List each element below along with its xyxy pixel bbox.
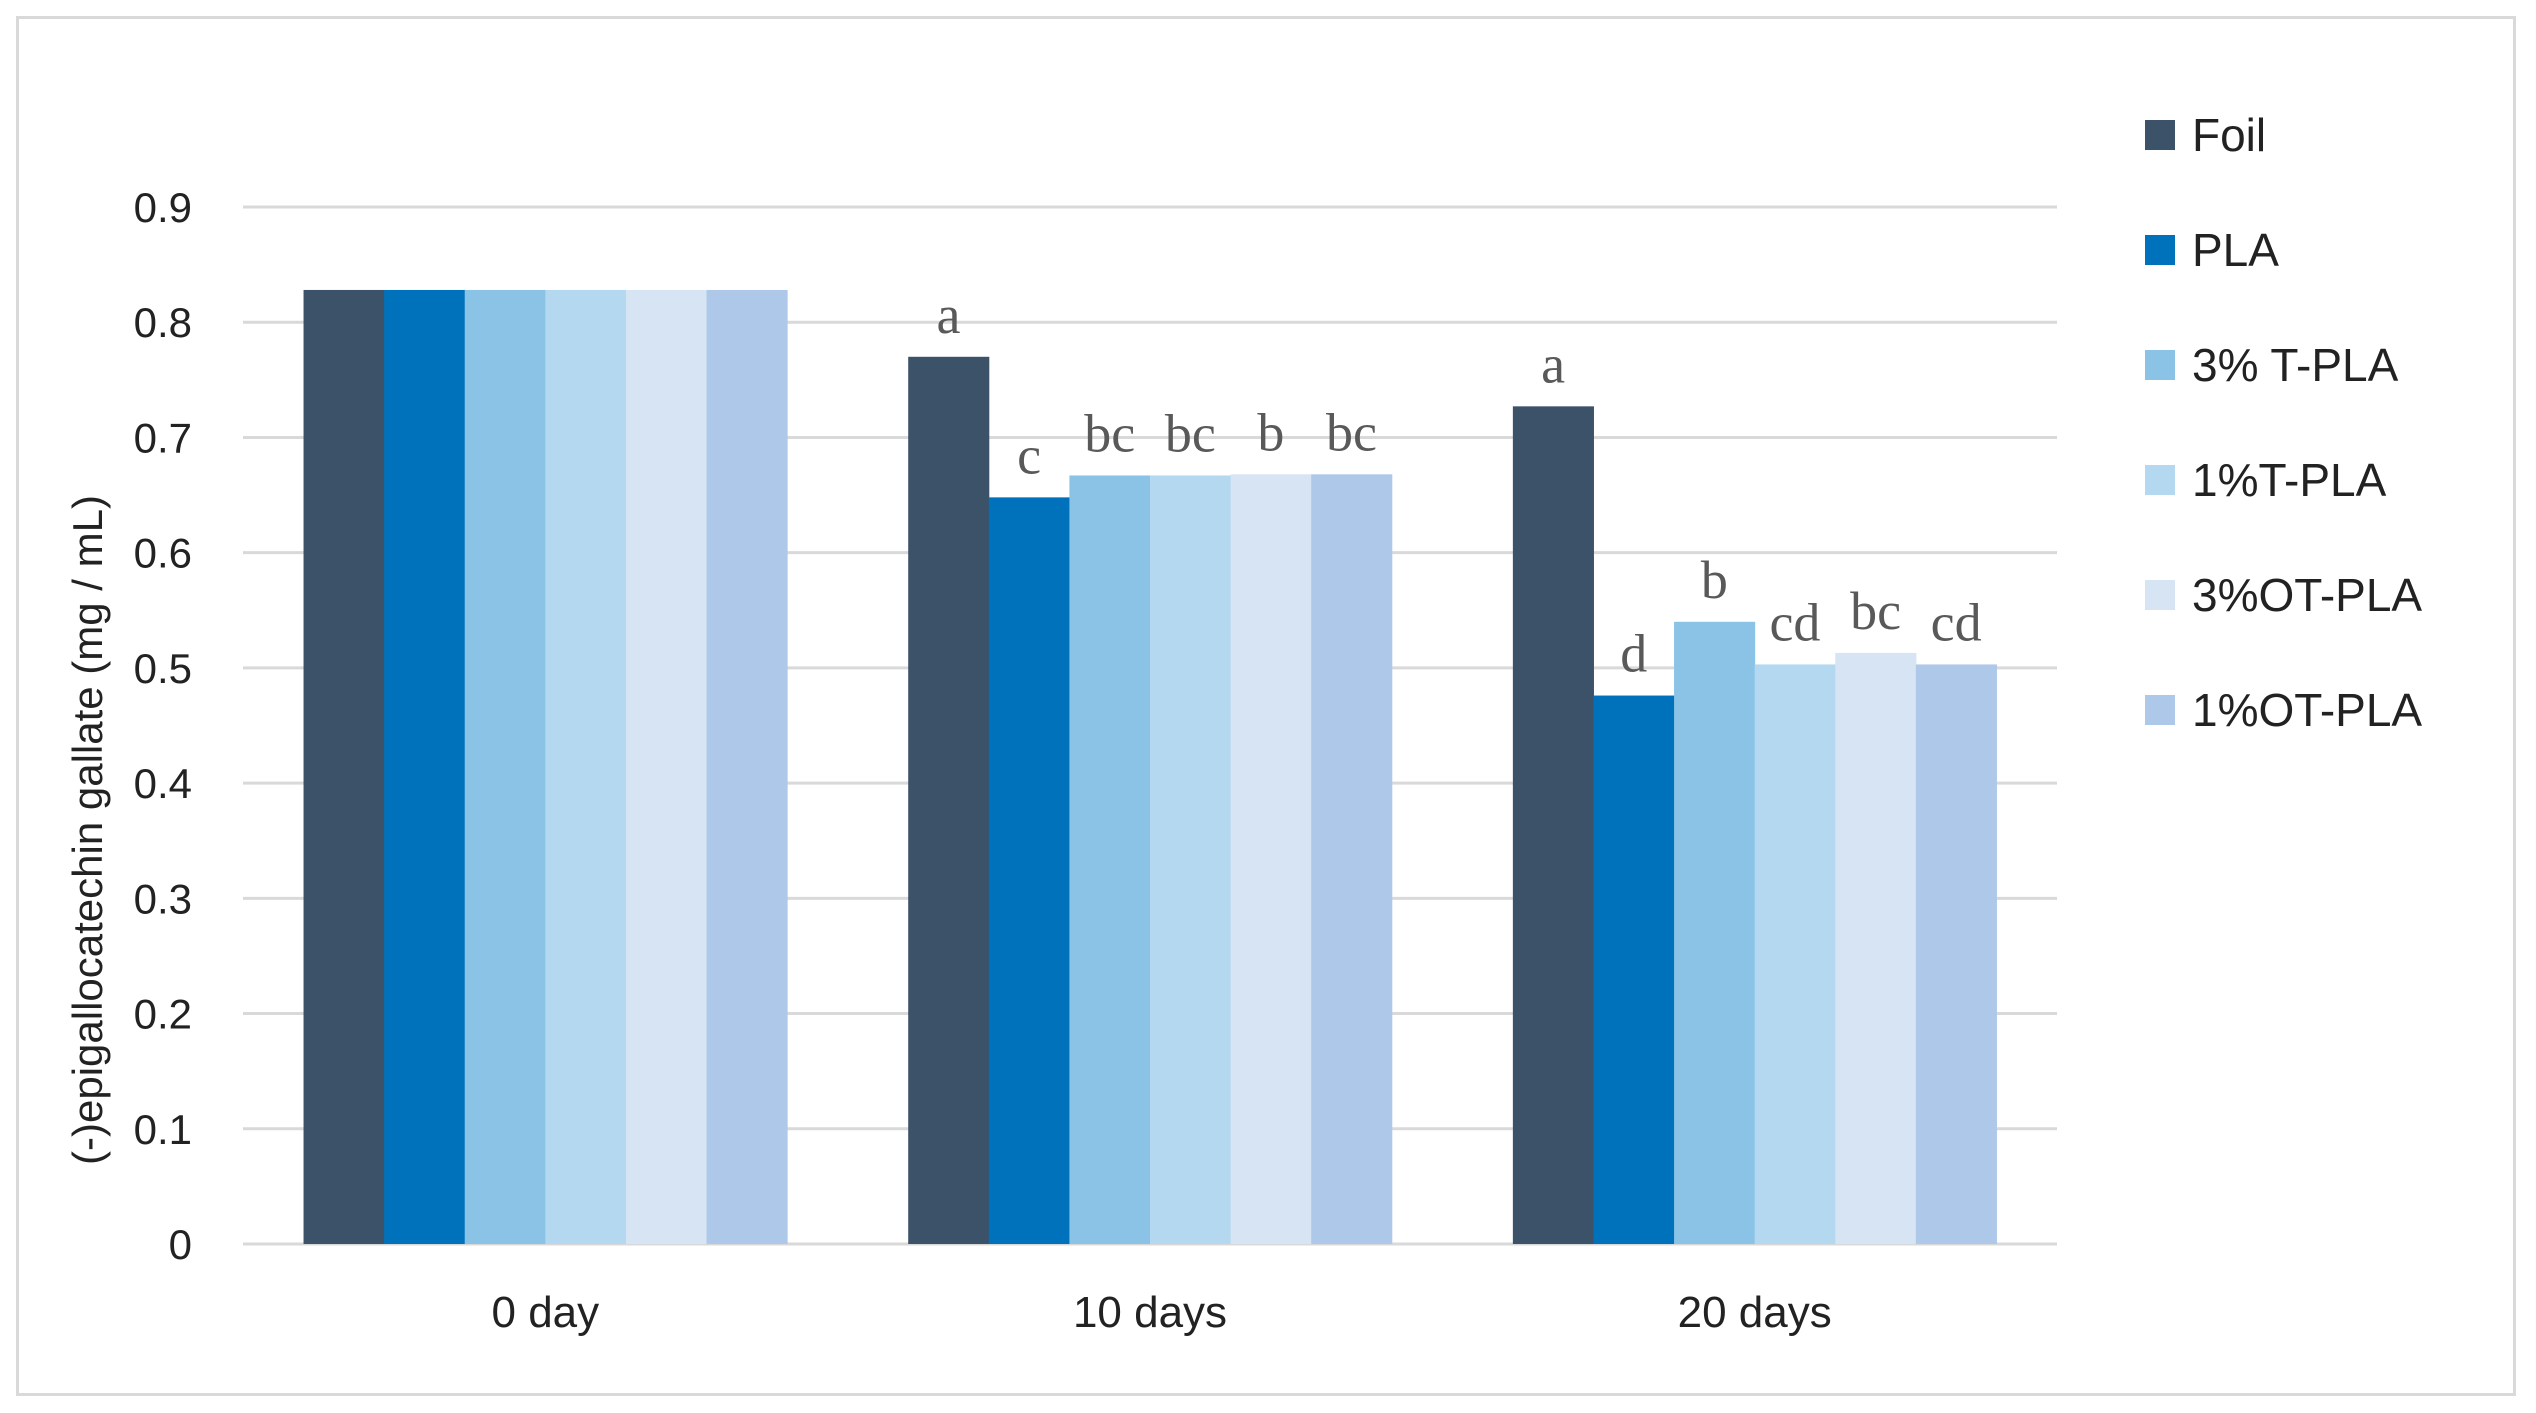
bar-3-t-pla-2 [1674, 621, 1756, 1244]
y-tick-label: 0.8 [134, 299, 192, 346]
y-axis-tick-labels: 0 0.1 0.2 0.3 0.4 0.5 0.6 0.7 0.8 0.9 [134, 184, 192, 1268]
x-axis-category-labels: 0 day 10 days 20 days [492, 1288, 1832, 1337]
bar-pla-0 [384, 289, 466, 1245]
legend: Foil PLA 3% T-PLA 1%T-PLA 3%OT-PLA 1%OT-PLA [2145, 109, 2422, 736]
y-tick-label: 0.2 [134, 991, 192, 1038]
legend-swatch [2145, 235, 2175, 265]
bar-3-ot-pla-2 [1835, 652, 1917, 1244]
bar-3-t-pla-1 [1069, 475, 1151, 1244]
legend-swatch [2145, 695, 2175, 725]
legend-swatch [2145, 465, 2175, 495]
bar-foil-0 [303, 289, 385, 1245]
significance-label: cd [1769, 592, 1820, 652]
significance-label: d [1620, 624, 1647, 684]
y-tick-label: 0.5 [134, 645, 192, 692]
legend-swatch [2145, 350, 2175, 380]
legend-label: 1%T-PLA [2192, 454, 2387, 506]
category-label: 10 days [1073, 1288, 1227, 1337]
y-tick-label: 0.3 [134, 875, 192, 922]
significance-label: bc [1165, 403, 1216, 463]
legend-swatch [2145, 120, 2175, 150]
significance-label: a [1541, 334, 1565, 394]
legend-label: 3%OT-PLA [2192, 569, 2422, 621]
bar-1-t-pla-1 [1150, 475, 1232, 1244]
y-axis-title: (-)epigallocatechin gallate (mg / mL) [64, 495, 111, 1165]
significance-label: b [1257, 402, 1284, 462]
y-tick-label: 0.1 [134, 1106, 192, 1153]
legend-swatch [2145, 580, 2175, 610]
bar-1-t-pla-0 [545, 289, 627, 1245]
bar-foil-1 [908, 356, 990, 1244]
bar-pla-2 [1593, 695, 1675, 1244]
category-label: 0 day [492, 1288, 600, 1337]
y-tick-label: 0.4 [134, 760, 192, 807]
bar-3-ot-pla-1 [1230, 474, 1312, 1244]
bar-1-t-pla-2 [1754, 664, 1836, 1244]
bar-3-ot-pla-0 [625, 289, 708, 1245]
legend-label: 3% T-PLA [2192, 339, 2399, 391]
legend-label: Foil [2192, 109, 2266, 161]
significance-label: bc [1326, 402, 1377, 462]
bar-1-ot-pla-1 [1311, 474, 1393, 1244]
significance-label: a [937, 285, 961, 345]
significance-label: cd [1931, 592, 1982, 652]
y-tick-label: 0.6 [134, 530, 192, 577]
bar-pla-1 [988, 497, 1070, 1244]
significance-label: bc [1850, 581, 1901, 641]
y-tick-label: 0 [169, 1221, 192, 1268]
bar-1-ot-pla-0 [706, 289, 788, 1245]
bar-3-t-pla-0 [464, 289, 546, 1245]
bar-1-ot-pla-2 [1915, 664, 1997, 1244]
bars [303, 289, 1997, 1245]
significance-label: c [1017, 425, 1041, 485]
category-label: 20 days [1678, 1288, 1832, 1337]
y-tick-label: 0.7 [134, 414, 192, 461]
legend-label: PLA [2192, 224, 2279, 276]
bar-foil-2 [1512, 406, 1594, 1244]
significance-label: bc [1084, 403, 1135, 463]
legend-label: 1%OT-PLA [2192, 684, 2422, 736]
y-tick-label: 0.9 [134, 184, 192, 231]
significance-label: b [1701, 550, 1728, 610]
